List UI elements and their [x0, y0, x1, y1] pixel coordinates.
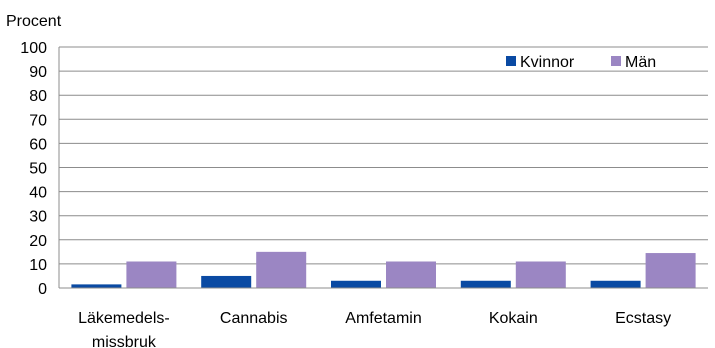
category-labels: Läkemedels-missbruk Cannabis Amfetamin Koka…: [78, 310, 671, 348]
legend-swatch: [611, 56, 621, 66]
bar-kvinnor-2: [331, 280, 381, 288]
y-tick-labels: 0 10 20 30 40 50 60 70 80 90 100: [20, 40, 47, 298]
y-tick-label: 0: [38, 281, 47, 298]
category-label: Ecstasy: [615, 310, 671, 327]
category-label: Kokain: [489, 310, 538, 327]
bar-kvinnor-1: [201, 275, 252, 288]
bar-män-4: [645, 253, 696, 288]
y-tick-label: 60: [29, 136, 47, 153]
y-tick-label: 100: [20, 40, 47, 57]
y-tick-label: 90: [29, 64, 47, 81]
bar-män-3: [515, 261, 566, 288]
y-axis-label: Procent: [6, 13, 62, 30]
category-label: Läkemedels-missbruk: [78, 310, 170, 348]
y-tick-label: 50: [29, 161, 47, 178]
bars: [71, 251, 696, 288]
category-label: Amfetamin: [345, 310, 421, 327]
gridlines: [59, 46, 708, 265]
bar-kvinnor-0: [71, 284, 122, 288]
bar-män-0: [126, 261, 177, 288]
legend: Kvinnor Män: [506, 54, 656, 71]
y-tick-label: 70: [29, 112, 47, 129]
bar-män-2: [386, 261, 436, 288]
y-tick-label: 20: [29, 233, 47, 250]
bar-kvinnor-3: [460, 280, 511, 288]
y-tick-label: 30: [29, 209, 47, 226]
bar-män-1: [256, 251, 307, 288]
y-tick-label: 40: [29, 185, 47, 202]
category-label: Cannabis: [220, 310, 288, 327]
legend-swatch: [506, 56, 516, 66]
y-tick-label: 10: [29, 257, 47, 274]
legend-label: Män: [625, 54, 656, 71]
bar-kvinnor-4: [590, 280, 641, 288]
legend-label: Kvinnor: [520, 54, 575, 71]
y-tick-label: 80: [29, 88, 47, 105]
